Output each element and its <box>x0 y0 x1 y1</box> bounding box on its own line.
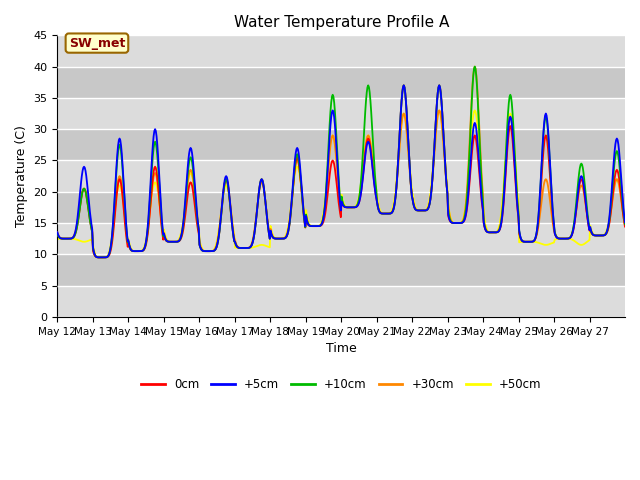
+5cm <box>275 236 282 241</box>
+30cm <box>225 190 233 195</box>
+5cm <box>401 90 409 96</box>
+5cm <box>433 98 441 104</box>
Bar <box>58 254 625 286</box>
+30cm <box>121 212 129 218</box>
+10cm <box>121 202 129 208</box>
Bar <box>58 160 625 192</box>
+50cm <box>121 213 129 218</box>
+50cm <box>225 193 233 199</box>
+50cm <box>54 236 61 242</box>
+5cm <box>621 219 629 225</box>
Bar <box>58 286 625 317</box>
+10cm <box>621 221 629 227</box>
+30cm <box>621 222 629 228</box>
+50cm <box>98 254 106 260</box>
+10cm <box>225 192 233 198</box>
+5cm <box>225 190 233 195</box>
0cm <box>275 236 282 241</box>
X-axis label: Time: Time <box>326 342 356 355</box>
+10cm <box>275 236 282 241</box>
Bar <box>58 36 625 67</box>
0cm <box>225 192 233 198</box>
+50cm <box>433 123 440 129</box>
0cm <box>98 254 106 260</box>
+30cm <box>401 112 408 118</box>
+10cm <box>253 205 261 211</box>
+50cm <box>401 112 408 118</box>
+30cm <box>54 229 61 235</box>
+30cm <box>253 204 261 210</box>
0cm <box>253 205 261 211</box>
Bar <box>58 223 625 254</box>
Line: +10cm: +10cm <box>58 67 625 257</box>
+10cm <box>471 64 479 70</box>
+30cm <box>433 126 440 132</box>
Title: Water Temperature Profile A: Water Temperature Profile A <box>234 15 449 30</box>
Line: +50cm: +50cm <box>58 110 625 257</box>
Line: +5cm: +5cm <box>58 85 625 257</box>
+5cm <box>121 199 129 205</box>
0cm <box>433 98 441 104</box>
0cm <box>400 83 408 88</box>
+50cm <box>253 243 261 249</box>
Bar <box>58 192 625 223</box>
+10cm <box>401 84 408 90</box>
+5cm <box>400 83 408 88</box>
+10cm <box>98 254 106 260</box>
Text: SW_met: SW_met <box>68 36 125 49</box>
Bar <box>58 67 625 98</box>
+10cm <box>433 109 440 115</box>
Line: +30cm: +30cm <box>58 67 625 257</box>
+50cm <box>435 108 443 113</box>
0cm <box>621 224 629 229</box>
Bar <box>58 129 625 160</box>
+10cm <box>54 231 61 237</box>
0cm <box>54 231 61 237</box>
0cm <box>121 218 129 224</box>
+30cm <box>275 236 282 241</box>
+30cm <box>471 64 479 70</box>
Line: 0cm: 0cm <box>58 85 625 257</box>
+30cm <box>98 254 106 260</box>
+50cm <box>275 236 282 241</box>
Legend: 0cm, +5cm, +10cm, +30cm, +50cm: 0cm, +5cm, +10cm, +30cm, +50cm <box>136 373 546 396</box>
+5cm <box>54 229 61 235</box>
+50cm <box>621 219 629 225</box>
+5cm <box>253 205 261 211</box>
+5cm <box>98 254 106 260</box>
Y-axis label: Temperature (C): Temperature (C) <box>15 125 28 227</box>
0cm <box>401 90 409 96</box>
Bar <box>58 98 625 129</box>
